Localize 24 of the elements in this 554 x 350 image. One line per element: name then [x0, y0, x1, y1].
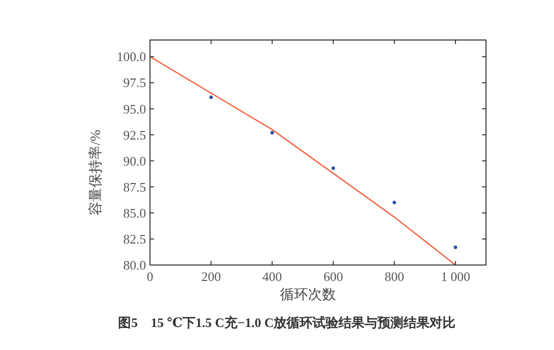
- caption: 图5 15 ℃下1.5 C充−1.0 C放循环试验结果与预测结果对比: [118, 315, 456, 330]
- x-tick-label: 600: [324, 269, 344, 284]
- x-tick-label: 0: [146, 269, 154, 284]
- y-tick-label: 80.0: [123, 258, 146, 272]
- point: [270, 130, 274, 134]
- y-tick-label: 100.0: [116, 49, 146, 64]
- point: [454, 246, 458, 250]
- x-tick-label: 400: [262, 269, 282, 284]
- y-tick-label: 87.5: [123, 179, 146, 194]
- y-tick-label: 97.5: [123, 75, 146, 90]
- x-tick-label: 1 000: [440, 269, 470, 284]
- x-tick-label: 200: [201, 269, 221, 284]
- point: [392, 200, 396, 204]
- y-axis-title: 容量保持率/%: [88, 129, 104, 216]
- point: [209, 96, 213, 100]
- y-tick-label: 92.5: [123, 127, 146, 142]
- y-tick-label: 90.0: [123, 153, 146, 168]
- y-tick-label: 85.0: [123, 205, 146, 220]
- y-tick-label: 82.5: [123, 231, 146, 246]
- point: [331, 166, 336, 170]
- line-series: [149, 56, 456, 266]
- x-axis-title: 循环次数: [280, 287, 336, 303]
- x-tick-label: 800: [384, 269, 404, 284]
- y-tick-label: 95.0: [123, 101, 146, 116]
